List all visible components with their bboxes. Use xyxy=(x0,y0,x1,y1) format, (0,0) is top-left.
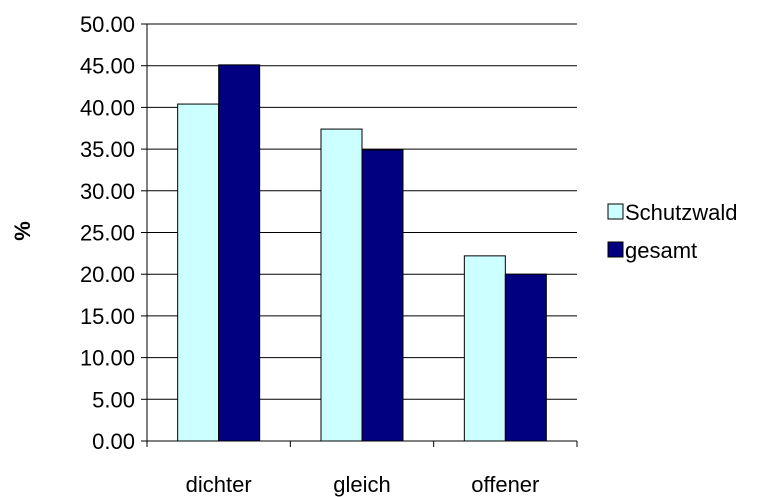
y-tick-label: 15.00 xyxy=(80,304,135,329)
x-tick-label: offener xyxy=(471,472,539,497)
bar-gesamt-offener xyxy=(504,273,547,442)
y-tick-label: 20.00 xyxy=(80,262,135,287)
axes: 0.00 5.00 10.00 15.00 20.00 25.00 30.00 35.00 40… xyxy=(80,12,578,497)
bar-gesamt-gleich xyxy=(361,149,404,442)
legend-swatch-gesamt xyxy=(607,241,624,258)
y-tick-label: 50.00 xyxy=(80,12,135,37)
legend: Schutzwald gesamt xyxy=(607,200,738,263)
bar-schutzwald-dichter xyxy=(177,103,220,442)
bar-gesamt-dichter xyxy=(218,64,261,442)
legend-swatch-schutzwald xyxy=(607,203,624,220)
bars xyxy=(177,64,547,442)
y-tick-label: 0.00 xyxy=(92,429,135,454)
y-axis-label: % xyxy=(10,221,35,241)
legend-label-schutzwald: Schutzwald xyxy=(625,200,738,225)
legend-label-gesamt: gesamt xyxy=(625,238,697,263)
y-tick-label: 45.00 xyxy=(80,54,135,79)
x-tick-label: dichter xyxy=(186,472,252,497)
x-tick-label: gleich xyxy=(333,472,390,497)
y-tick-label: 40.00 xyxy=(80,95,135,120)
y-tick-label: 25.00 xyxy=(80,221,135,246)
bar-schutzwald-offener xyxy=(463,255,506,442)
y-tick-label: 10.00 xyxy=(80,346,135,371)
y-tick-label: 35.00 xyxy=(80,137,135,162)
bar-schutzwald-gleich xyxy=(320,128,363,442)
y-tick-label: 30.00 xyxy=(80,179,135,204)
y-tick-label: 5.00 xyxy=(92,387,135,412)
